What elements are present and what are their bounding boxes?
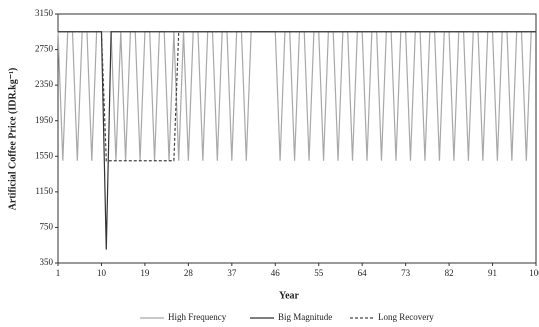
y-axis-title: Artificial Coffee Price (IDR.kg⁻¹): [7, 68, 18, 211]
x-tick-label: 82: [445, 268, 454, 278]
series-line: [57, 31, 536, 161]
y-tick-label: 2750: [35, 44, 54, 54]
x-tick-label: 46: [271, 268, 281, 278]
legend-label: High Frequency: [168, 312, 227, 322]
legend-label: Big Magnitude: [278, 312, 332, 322]
y-tick-label: 350: [40, 257, 54, 267]
y-tick-label: 750: [40, 221, 54, 231]
legend-label: Long Recovery: [378, 312, 434, 322]
y-tick-label: 2350: [35, 79, 54, 89]
y-tick-label: 1950: [35, 115, 54, 125]
x-tick-label: 100: [529, 268, 539, 278]
y-tick-label: 3150: [35, 8, 54, 18]
x-tick-label: 1: [56, 268, 61, 278]
plot-frame: [57, 13, 537, 264]
x-tick-label: 91: [488, 268, 497, 278]
x-tick-label: 37: [227, 268, 237, 278]
x-tick-label: 55: [314, 268, 324, 278]
series-line: [58, 31, 536, 162]
y-tick-label: 1550: [35, 150, 54, 160]
x-axis-title: Year: [279, 290, 300, 301]
x-tick-label: 28: [184, 268, 194, 278]
y-tick-label: 1150: [35, 186, 53, 196]
x-tick-label: 19: [140, 268, 150, 278]
x-tick-label: 10: [97, 268, 107, 278]
x-tick-label: 64: [358, 268, 368, 278]
x-tick-label: 73: [401, 268, 411, 278]
